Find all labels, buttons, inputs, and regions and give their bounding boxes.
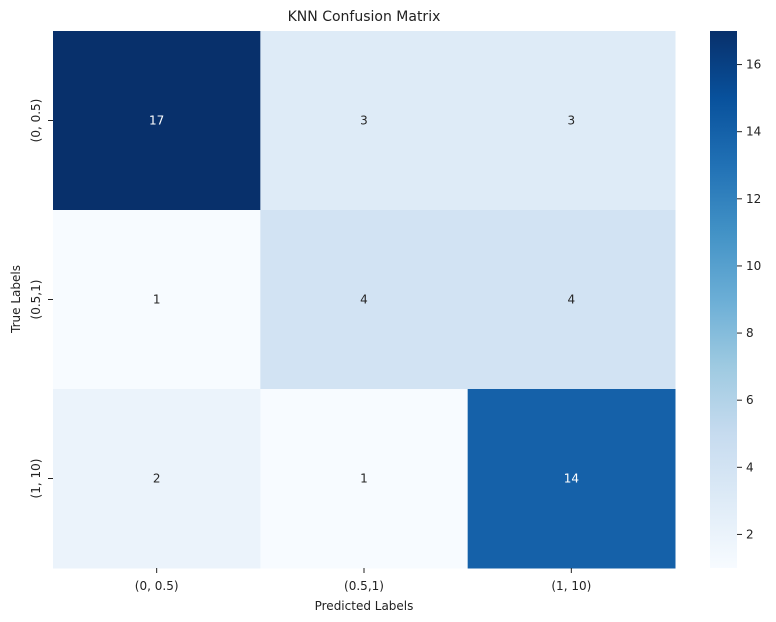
cell-value-label: 4 <box>568 293 576 307</box>
x-tick-label: (0, 0.5) <box>135 579 179 593</box>
cell-value-label: 14 <box>564 472 579 486</box>
x-axis-label: Predicted Labels <box>315 599 414 613</box>
heatmap-cell <box>260 210 469 390</box>
colorbar-tick-label: 6 <box>746 393 754 407</box>
colorbar-tick-label: 10 <box>746 259 761 273</box>
y-tick-label: (0, 0.5) <box>29 99 43 143</box>
cell-value-label: 1 <box>360 472 368 486</box>
colorbar-tick-label: 4 <box>746 460 754 474</box>
cell-value-label: 3 <box>360 114 368 128</box>
colorbar-tick-label: 8 <box>746 326 754 340</box>
y-tick-label: (0.5,1) <box>29 280 43 320</box>
heatmap-cells <box>53 31 676 569</box>
x-tick-label: (1, 10) <box>551 579 591 593</box>
cell-value-label: 3 <box>568 114 576 128</box>
colorbar-gradient <box>710 31 737 568</box>
x-tick-label: (0.5,1) <box>344 579 384 593</box>
heatmap-cell-labels: 17 3 31 4 42 1 14 <box>149 114 579 486</box>
cell-value-label: 1 <box>153 293 161 307</box>
heatmap-cell <box>260 389 469 569</box>
x-axis-ticks: (0, 0.5) (0.5,1) (1, 10) <box>135 568 591 593</box>
heatmap-cell <box>53 31 261 211</box>
heatmap-cell <box>260 31 469 211</box>
colorbar-tick-label: 16 <box>746 58 761 72</box>
colorbar: 2 4 6 8 10 12 14 16 <box>710 31 761 568</box>
y-tick-label: (1, 10) <box>29 459 43 499</box>
colorbar-tick-label: 2 <box>746 527 754 541</box>
colorbar-ticks: 2 4 6 8 10 12 14 16 <box>737 58 761 541</box>
y-axis-ticks: (0, 0.5) (0.5,1) (1, 10) <box>29 99 53 499</box>
cell-value-label: 17 <box>149 114 164 128</box>
heatmap-cell <box>467 210 676 390</box>
heatmap-cell <box>53 389 261 569</box>
colorbar-tick-label: 14 <box>746 125 761 139</box>
chart-title: KNN Confusion Matrix <box>288 9 441 25</box>
heatmap-cell <box>467 389 676 569</box>
cell-value-label: 2 <box>153 472 161 486</box>
y-axis-label: True Labels <box>9 265 23 334</box>
heatmap-cell <box>53 210 261 390</box>
colorbar-tick-label: 12 <box>746 192 761 206</box>
cell-value-label: 4 <box>360 293 368 307</box>
heatmap-cell <box>467 31 676 211</box>
